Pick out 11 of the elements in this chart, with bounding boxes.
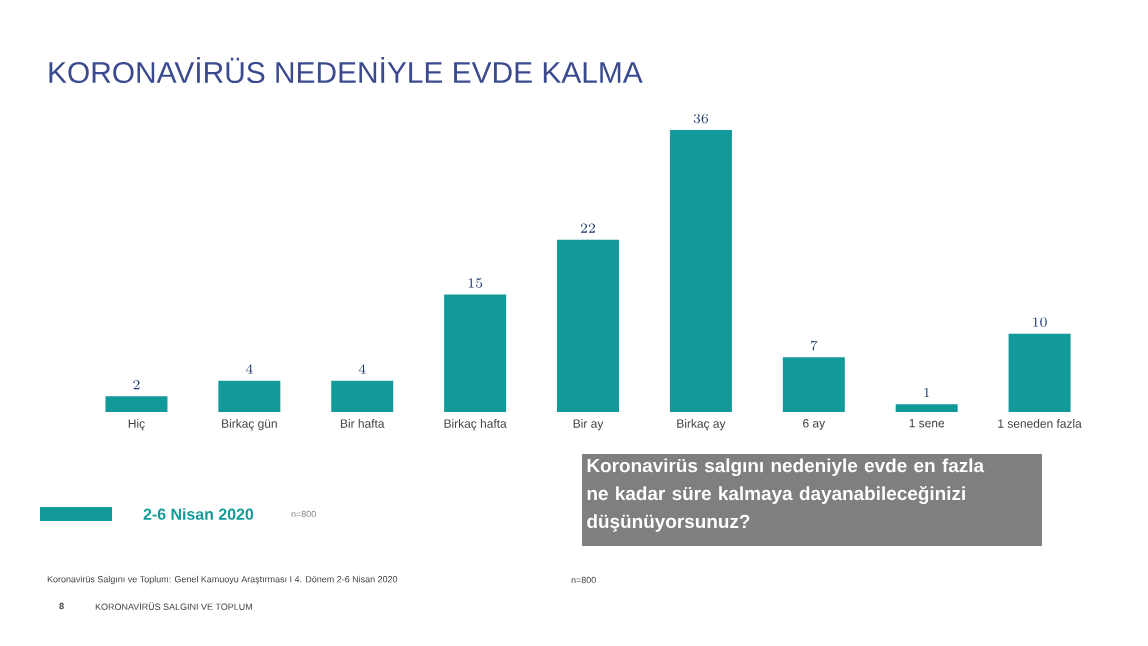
bar bbox=[105, 396, 168, 412]
bar bbox=[218, 380, 281, 412]
bar bbox=[669, 130, 732, 412]
chart-title: KORONAVİRÜS NEDENİYLE EVDE KALMA bbox=[49, 56, 643, 84]
bar bbox=[444, 294, 507, 412]
bar bbox=[1008, 333, 1071, 412]
bar bbox=[895, 404, 958, 412]
bar bbox=[782, 357, 845, 412]
bar bbox=[557, 239, 620, 412]
bar bbox=[331, 380, 394, 412]
text: Koronavirüs salgını nedeniyle evde en fazla ne kadar süre kalmaya dayanabileceğinizi düşünüyorsunuz? bbox=[587, 458, 985, 532]
